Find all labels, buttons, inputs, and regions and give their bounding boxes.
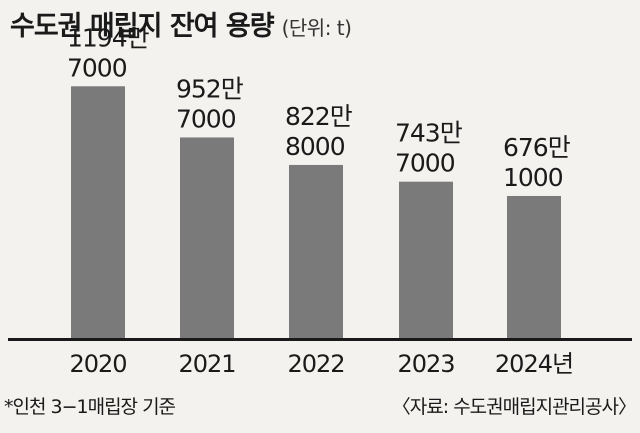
- value-label-2021-1: 952만: [176, 74, 244, 103]
- bar-2021: [180, 137, 234, 339]
- x-tick-label-2021: 2021: [178, 350, 235, 378]
- source-note: 〈자료: 수도권매립지관리공사〉: [391, 396, 637, 418]
- bar-2024년: [507, 195, 561, 339]
- value-label-2023-1: 743만: [395, 119, 463, 148]
- bar-2020: [71, 86, 125, 340]
- value-label-2020-1: 1194만: [67, 23, 150, 52]
- value-label-2021-2: 7000: [176, 104, 236, 133]
- x-tick-label-2022: 2022: [287, 350, 344, 378]
- x-axis-line: [8, 338, 632, 341]
- bar-2023: [399, 181, 453, 339]
- title-row: 수도권 매립지 잔여 용량 (단위: t): [10, 4, 352, 43]
- bar-2022: [289, 164, 343, 339]
- unit-label: (단위: t): [281, 16, 352, 40]
- value-label-2020-2: 7000: [67, 53, 127, 82]
- x-tick-label-2020: 2020: [69, 350, 126, 378]
- x-tick-label-2023: 2023: [397, 350, 454, 378]
- x-tick-label-2024년: 2024년: [495, 350, 573, 378]
- value-label-2022-1: 822만: [285, 102, 353, 131]
- value-label-2024년-2: 1000: [503, 163, 563, 192]
- footnote: *인천 3−1매립장 기준: [4, 396, 176, 418]
- footer: *인천 3−1매립장 기준 〈자료: 수도권매립지관리공사〉: [4, 392, 637, 419]
- value-label-2023-2: 7000: [395, 149, 455, 178]
- chart-title: 수도권 매립지 잔여 용량: [10, 11, 275, 42]
- value-label-2024년-1: 676만: [503, 133, 571, 162]
- value-label-2022-2: 8000: [285, 132, 345, 161]
